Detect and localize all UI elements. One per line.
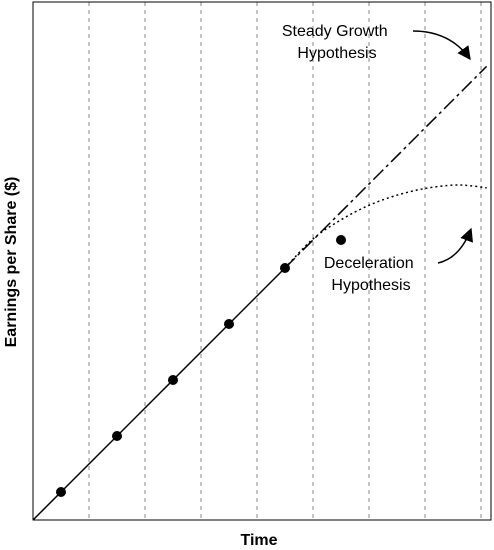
data-point-1 xyxy=(56,487,66,497)
x-axis-label: Time xyxy=(240,532,277,549)
annotation-deceleration-line1: Deceleration xyxy=(324,255,414,272)
y-axis-label: Earnings per Share ($) xyxy=(3,177,20,348)
annotation-steady-growth-line2: Hypothesis xyxy=(297,45,376,62)
annotation-steady-growth: Steady Growth Hypothesis xyxy=(282,23,392,62)
series-line-long-dash xyxy=(284,65,488,269)
data-point-3 xyxy=(168,375,178,385)
series-line-solid xyxy=(32,267,286,521)
data-point-5 xyxy=(280,263,290,273)
plot-frame xyxy=(32,1,492,521)
data-point-6 xyxy=(336,235,346,245)
series-line-dotted xyxy=(284,184,487,269)
steady-growth-arrow xyxy=(412,30,471,61)
annotation-deceleration-line2: Hypothesis xyxy=(331,277,410,294)
gridlines xyxy=(88,2,482,520)
series-layer xyxy=(32,65,488,521)
annotation-steady-growth-line1: Steady Growth xyxy=(282,23,388,40)
annotation-deceleration: Deceleration Hypothesis xyxy=(324,255,418,294)
data-point-4 xyxy=(224,319,234,329)
points-layer xyxy=(56,235,346,497)
deceleration-arrow xyxy=(437,227,473,264)
data-point-2 xyxy=(112,431,122,441)
